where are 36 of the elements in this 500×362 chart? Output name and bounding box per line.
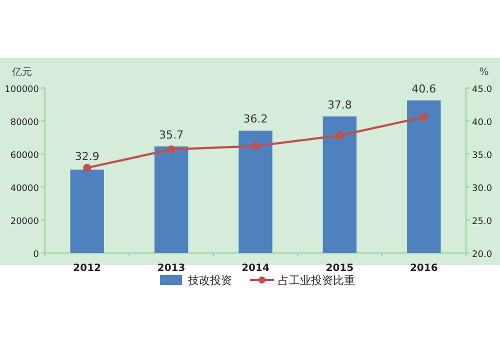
y2-axis-title: % [479,67,489,78]
y2-tick-label: 20.0 [472,250,492,260]
data-label: 35.7 [159,128,184,142]
x-tick-label: 2015 [326,263,354,274]
point [167,145,176,154]
x-tick-label: 2016 [410,263,438,274]
y-tick-label: 100000 [4,85,40,95]
y-tick-label: 0 [33,250,40,260]
y2-tick-label: 35.0 [472,151,492,161]
y-tick-label: 60000 [10,151,40,161]
x-tick-label: 2012 [73,263,102,274]
x-tick-label: 2014 [242,263,270,274]
y-tick-label: 80000 [10,118,40,128]
y2-tick-label: 30.0 [472,184,492,194]
bar [407,100,441,253]
point [83,164,92,172]
data-label: 36.2 [243,112,268,126]
y-axis-title: 亿元 [11,67,32,78]
point [252,142,260,150]
data-label: 37.8 [327,98,352,112]
point [336,132,344,140]
bar [322,116,357,253]
x-tick-label: 2013 [157,263,186,274]
y2-tick-label: 25.0 [472,217,492,227]
legend-label: 技改投资 [187,274,232,287]
legend-label: 占工业投资比重 [278,274,355,287]
bar [238,130,272,253]
bar [154,146,188,253]
y2-tick-label: 40.0 [472,118,492,128]
bar [70,170,104,253]
y-tick-label: 20000 [10,217,40,227]
data-label: 40.6 [412,82,436,96]
data-label: 32.9 [74,150,100,163]
y2-tick-label: 45.0 [472,85,492,95]
point [420,113,428,122]
y-tick-label: 40000 [10,184,40,194]
